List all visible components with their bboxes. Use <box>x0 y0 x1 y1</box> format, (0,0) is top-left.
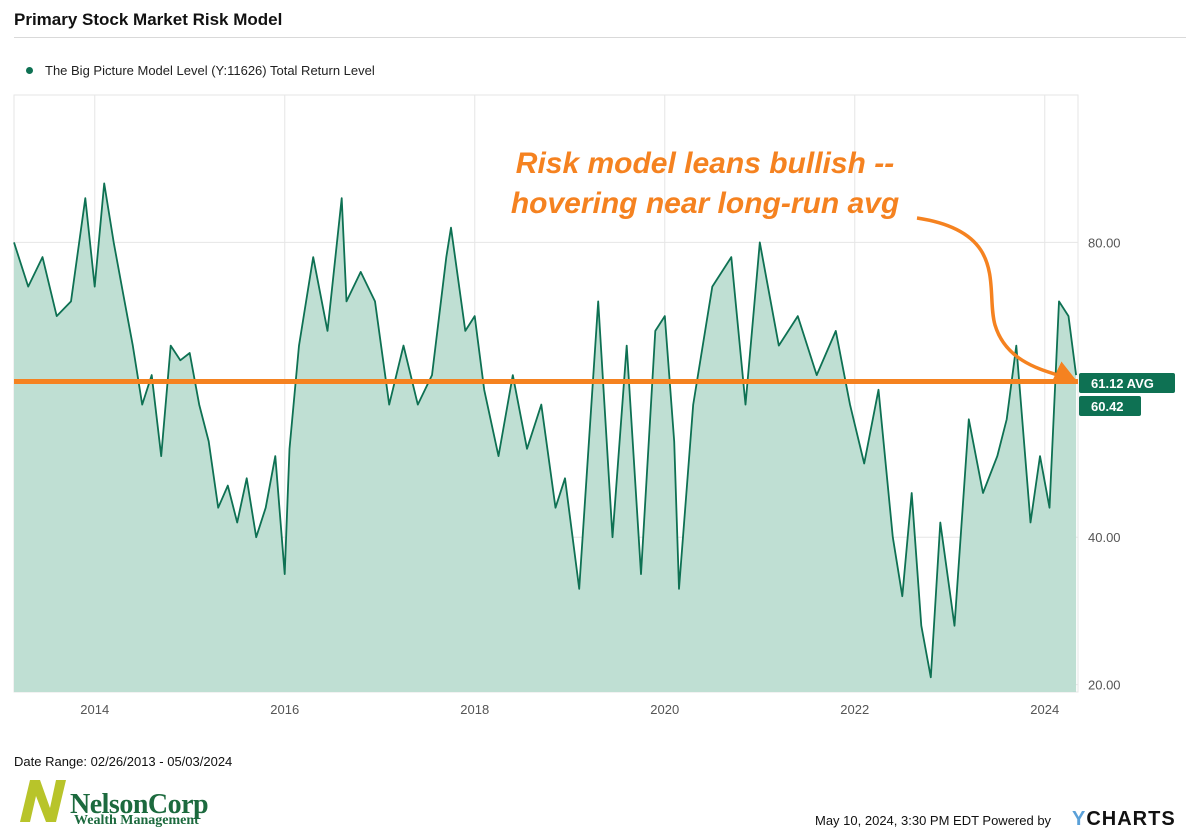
last-value-badge-bg <box>1079 396 1141 416</box>
chart-area: Risk model leans bullish -- hovering nea… <box>13 94 1175 717</box>
chart-title: Primary Stock Market Risk Model <box>14 10 283 29</box>
x-tick-label: 2018 <box>460 702 489 717</box>
average-badge-bg <box>1079 373 1175 393</box>
x-tick-label: 2014 <box>80 702 109 717</box>
y-tick-label: 20.00 <box>1088 678 1121 693</box>
logo-subtitle: Wealth Management <box>74 813 199 828</box>
logo-mark-icon <box>20 780 66 822</box>
annotation-line-1: Risk model leans bullish -- <box>516 147 894 180</box>
annotation-arrow <box>916 216 1079 384</box>
legend-label: The Big Picture Model Level (Y:11626) To… <box>45 63 375 78</box>
x-tick-label: 2016 <box>270 702 299 717</box>
last-value-badge-label: 60.42 <box>1091 399 1124 414</box>
x-tick-label: 2022 <box>840 702 869 717</box>
y-tick-label: 80.00 <box>1088 235 1121 250</box>
average-badge: 61.12 AVG <box>1079 373 1175 393</box>
annotation-line-2: hovering near long-run avg <box>511 187 899 220</box>
x-tick-label: 2024 <box>1030 702 1059 717</box>
axis-ticks: 2014 2016 2018 2020 2022 2024 20.00 40.00 80.00 <box>80 235 1120 717</box>
logo-name: NelsonCorp <box>70 789 209 820</box>
y-tick-label: 40.00 <box>1088 530 1121 545</box>
date-range: Date Range: 02/26/2013 - 05/03/2024 <box>14 754 233 769</box>
last-value-badge: 60.42 <box>1079 396 1141 416</box>
average-badge-label: 61.12 AVG <box>1091 376 1154 391</box>
legend-marker <box>26 67 33 74</box>
ycharts-brand[interactable]: YCHARTS <box>1072 808 1176 831</box>
series-line[interactable] <box>13 182 1077 679</box>
brand-y-letter: Y <box>1072 808 1087 830</box>
footer-timestamp: May 10, 2024, 3:30 PM EDT Powered by <box>815 813 1052 828</box>
nelsoncorp-logo: NelsonCorp Wealth Management <box>16 772 216 828</box>
brand-rest: CHARTS <box>1086 808 1176 830</box>
x-tick-label: 2020 <box>650 702 679 717</box>
title-divider <box>14 37 1186 38</box>
legend[interactable]: The Big Picture Model Level (Y:11626) To… <box>26 63 375 78</box>
